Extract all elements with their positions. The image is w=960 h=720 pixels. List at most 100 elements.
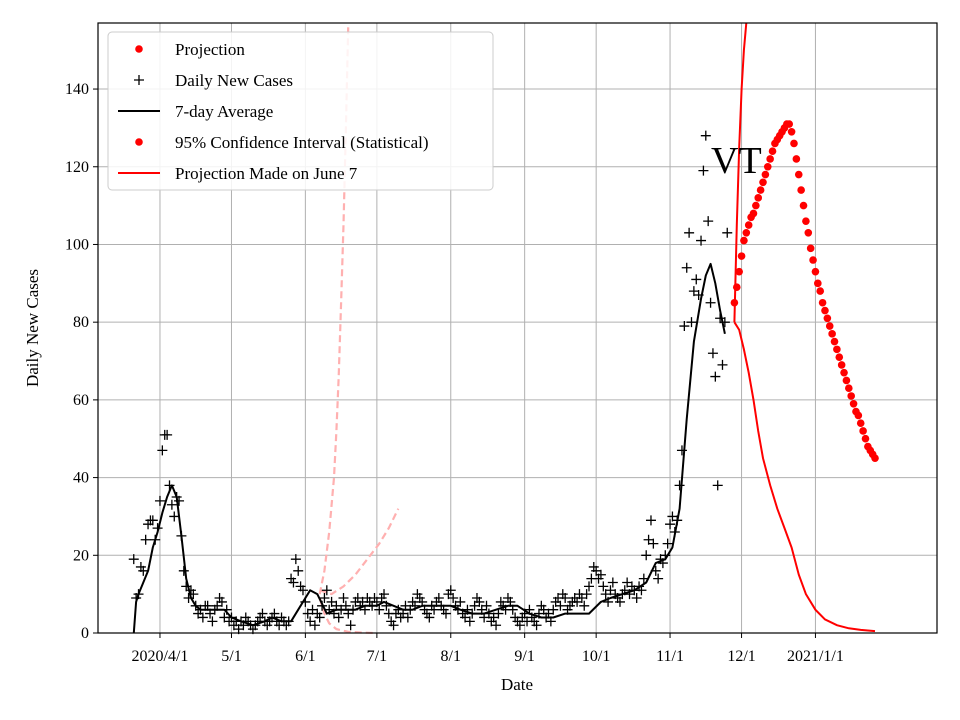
- legend-dot-icon: [135, 138, 143, 146]
- legend-box: [107, 31, 494, 191]
- case-marker: [686, 317, 697, 328]
- case-marker: [178, 565, 189, 576]
- legend-item: Daily New Cases: [134, 71, 293, 90]
- case-marker: [514, 620, 525, 631]
- case-marker: [631, 593, 642, 604]
- legend-item: Projection Made on June 7: [118, 164, 358, 183]
- projection-dot: [806, 244, 815, 253]
- case-marker: [679, 321, 690, 332]
- case-marker: [464, 616, 475, 627]
- case-marker: [174, 495, 185, 506]
- x-tick-label: 2020/4/1: [132, 648, 189, 665]
- case-marker: [333, 612, 344, 623]
- legend-label: Daily New Cases: [175, 71, 293, 90]
- y-tick-label: 60: [73, 392, 89, 409]
- projection-dot: [828, 330, 836, 338]
- y-tick-label: 100: [65, 236, 89, 253]
- case-marker: [648, 538, 659, 549]
- projection-dot: [814, 279, 822, 288]
- projection-dot: [830, 337, 839, 346]
- case-marker: [645, 515, 656, 526]
- legend-label: 7-day Average: [175, 102, 273, 121]
- y-tick-label: 40: [73, 470, 89, 487]
- case-marker: [703, 216, 714, 227]
- case-marker: [481, 600, 492, 611]
- june-projection-line: [733, 321, 876, 633]
- case-marker: [531, 620, 542, 631]
- projection-dot: [768, 147, 777, 156]
- projection-dot: [823, 314, 832, 323]
- case-marker: [474, 596, 485, 607]
- case-marker: [402, 612, 413, 623]
- projection-dot: [740, 236, 748, 245]
- projection-dot: [752, 201, 760, 210]
- case-marker: [455, 596, 466, 607]
- projection-dot: [730, 298, 739, 307]
- projection-dot: [837, 361, 846, 369]
- case-marker: [712, 480, 723, 491]
- legend-item: 95% Confidence Interval (Statistical): [135, 133, 429, 152]
- case-marker: [607, 577, 618, 588]
- x-tick-label: 10/1: [582, 648, 610, 665]
- projection-dot: [854, 411, 863, 420]
- x-tick-label: 6/1: [295, 648, 315, 665]
- state-annotation: VT: [711, 140, 762, 182]
- projection-lines: [733, 22, 876, 633]
- x-tick-label: 2021/1/1: [787, 648, 844, 665]
- average-line: [132, 262, 726, 634]
- projection-dot: [821, 306, 829, 315]
- projection-dot: [847, 392, 855, 400]
- case-marker: [197, 612, 208, 623]
- case-marker: [288, 577, 299, 588]
- case-marker: [147, 515, 158, 526]
- projection-dot: [849, 399, 858, 408]
- case-marker: [157, 445, 168, 456]
- case-marker: [257, 608, 268, 619]
- legend-label: 95% Confidence Interval (Statistical): [175, 133, 429, 152]
- projection-dot: [742, 229, 751, 237]
- case-marker: [293, 565, 304, 576]
- projection-dots: [730, 120, 879, 462]
- case-marker: [700, 130, 711, 141]
- projection-dot: [797, 186, 805, 194]
- seven-day-average: [132, 262, 726, 634]
- case-marker: [722, 227, 733, 238]
- case-marker: [707, 348, 718, 359]
- daily-new-cases-markers: [128, 130, 733, 635]
- projection-dot: [804, 229, 813, 237]
- y-tick-label: 140: [65, 81, 89, 98]
- legend: Projection Daily New Cases 7-day Average 95…: [107, 31, 494, 191]
- case-marker: [696, 235, 707, 246]
- projection-dot: [787, 127, 796, 136]
- projection-dot: [842, 376, 851, 385]
- projection-dot: [792, 155, 801, 163]
- series-layer: [128, 22, 879, 635]
- case-marker: [207, 616, 218, 627]
- projection-dot: [732, 283, 741, 292]
- case-marker: [445, 585, 456, 596]
- projection-dot: [766, 155, 774, 163]
- case-marker: [614, 596, 625, 607]
- case-marker: [433, 593, 444, 604]
- projection-dot: [811, 267, 820, 276]
- case-marker: [138, 565, 149, 576]
- projection-dot: [761, 170, 770, 179]
- case-marker: [684, 227, 695, 238]
- confidence-upper-line: [733, 22, 748, 323]
- legend-label: Projection: [175, 40, 245, 59]
- case-marker: [491, 620, 502, 631]
- case-marker: [388, 620, 399, 631]
- projection-dot: [756, 186, 765, 194]
- x-tick-label: 9/1: [514, 648, 534, 665]
- case-marker: [676, 445, 687, 456]
- case-marker: [448, 593, 459, 604]
- y-tick-label: 0: [81, 625, 89, 642]
- x-axis-title: Date: [501, 675, 533, 694]
- projection-dot: [845, 384, 853, 393]
- june-band-line: [318, 597, 375, 635]
- projection-dot: [825, 322, 834, 330]
- case-marker: [665, 519, 676, 530]
- case-marker: [166, 499, 177, 510]
- case-marker: [560, 593, 571, 604]
- case-marker: [345, 620, 356, 631]
